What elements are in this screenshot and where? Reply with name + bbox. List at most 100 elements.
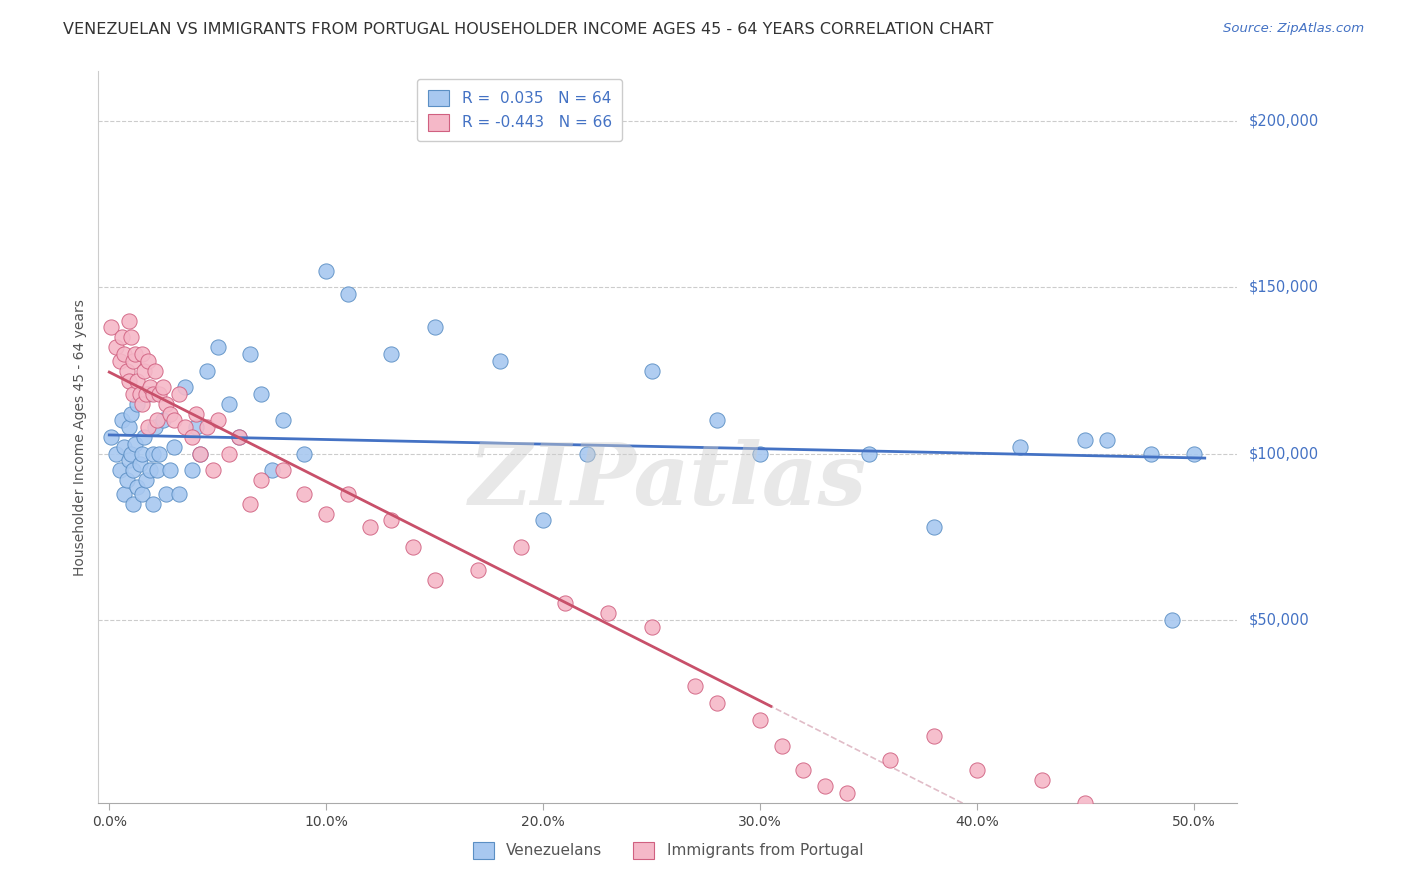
Point (423, 573, 446, 587)
Point (749, 447, 772, 461)
Point (1161, 613, 1184, 627)
Point (294, 447, 316, 461)
Point (423, 320, 446, 334)
Point (184, 407, 207, 421)
Point (1139, 447, 1161, 461)
Point (315, 264, 337, 278)
Point (1010, 440, 1032, 454)
Point (683, 680, 706, 694)
Point (111, 413, 134, 427)
Point (122, 497, 145, 511)
Point (155, 397, 177, 411)
Point (120, 407, 142, 421)
Point (195, 363, 218, 377)
Point (114, 440, 136, 454)
Point (207, 340, 229, 354)
Point (135, 387, 157, 401)
Point (488, 353, 510, 368)
Point (132, 430, 155, 444)
Point (132, 363, 155, 377)
Point (835, 786, 858, 800)
Point (104, 340, 127, 354)
Point (770, 739, 793, 754)
Point (104, 447, 127, 461)
Point (159, 407, 181, 421)
Point (146, 413, 169, 427)
Point (184, 420, 207, 434)
Point (271, 463, 294, 477)
Point (180, 463, 202, 477)
Point (554, 596, 576, 610)
Point (118, 453, 141, 467)
Point (139, 463, 162, 477)
Point (922, 729, 945, 743)
Point (966, 763, 988, 777)
Point (146, 463, 169, 477)
Point (135, 473, 157, 487)
Point (115, 363, 138, 377)
Point (131, 486, 153, 500)
Point (239, 497, 262, 511)
Point (155, 486, 177, 500)
Point (148, 447, 170, 461)
Point (163, 440, 186, 454)
Point (128, 387, 150, 401)
Point (1074, 434, 1097, 448)
Point (640, 363, 662, 377)
Point (100, 320, 122, 334)
Point (143, 420, 166, 434)
Point (336, 486, 359, 500)
Point (467, 563, 489, 577)
Point (128, 457, 150, 471)
Point (380, 347, 402, 361)
Point (380, 513, 402, 527)
Text: Source: ZipAtlas.com: Source: ZipAtlas.com (1223, 22, 1364, 36)
Point (148, 387, 170, 401)
Text: ZIPatlas: ZIPatlas (468, 439, 868, 523)
Point (792, 763, 814, 777)
Point (1182, 447, 1205, 461)
Point (336, 287, 359, 301)
Point (108, 353, 131, 368)
Point (120, 447, 142, 461)
Point (118, 420, 141, 434)
Point (402, 540, 425, 554)
Point (195, 420, 218, 434)
Point (118, 374, 141, 388)
Point (271, 413, 294, 427)
Point (152, 380, 174, 394)
Point (108, 463, 131, 477)
Point (749, 713, 772, 727)
Point (167, 486, 190, 500)
Point (131, 397, 153, 411)
Text: $50,000: $50,000 (1249, 613, 1309, 627)
Point (167, 387, 190, 401)
Point (706, 413, 728, 427)
Point (139, 380, 162, 394)
Point (174, 380, 197, 394)
Text: $200,000: $200,000 (1249, 114, 1319, 128)
Y-axis label: Householder Income Ages 45 - 64 years: Householder Income Ages 45 - 64 years (73, 299, 87, 575)
Point (127, 480, 149, 494)
Point (202, 463, 225, 477)
Point (174, 420, 197, 434)
Point (127, 374, 149, 388)
Point (115, 473, 138, 487)
Point (111, 330, 134, 344)
Point (190, 447, 212, 461)
Text: $150,000: $150,000 (1249, 280, 1319, 295)
Point (228, 430, 250, 444)
Point (260, 463, 283, 477)
Point (598, 607, 620, 621)
Point (131, 347, 153, 361)
Legend: Venezuelans, Immigrants from Portugal: Venezuelans, Immigrants from Portugal (467, 836, 869, 864)
Point (218, 397, 240, 411)
Point (152, 413, 174, 427)
Point (207, 413, 229, 427)
Point (858, 447, 880, 461)
Point (114, 486, 136, 500)
Point (190, 447, 212, 461)
Point (250, 473, 273, 487)
Text: VENEZUELAN VS IMMIGRANTS FROM PORTUGAL HOUSEHOLDER INCOME AGES 45 - 64 YEARS COR: VENEZUELAN VS IMMIGRANTS FROM PORTUGAL H… (63, 22, 994, 37)
Point (131, 447, 153, 461)
